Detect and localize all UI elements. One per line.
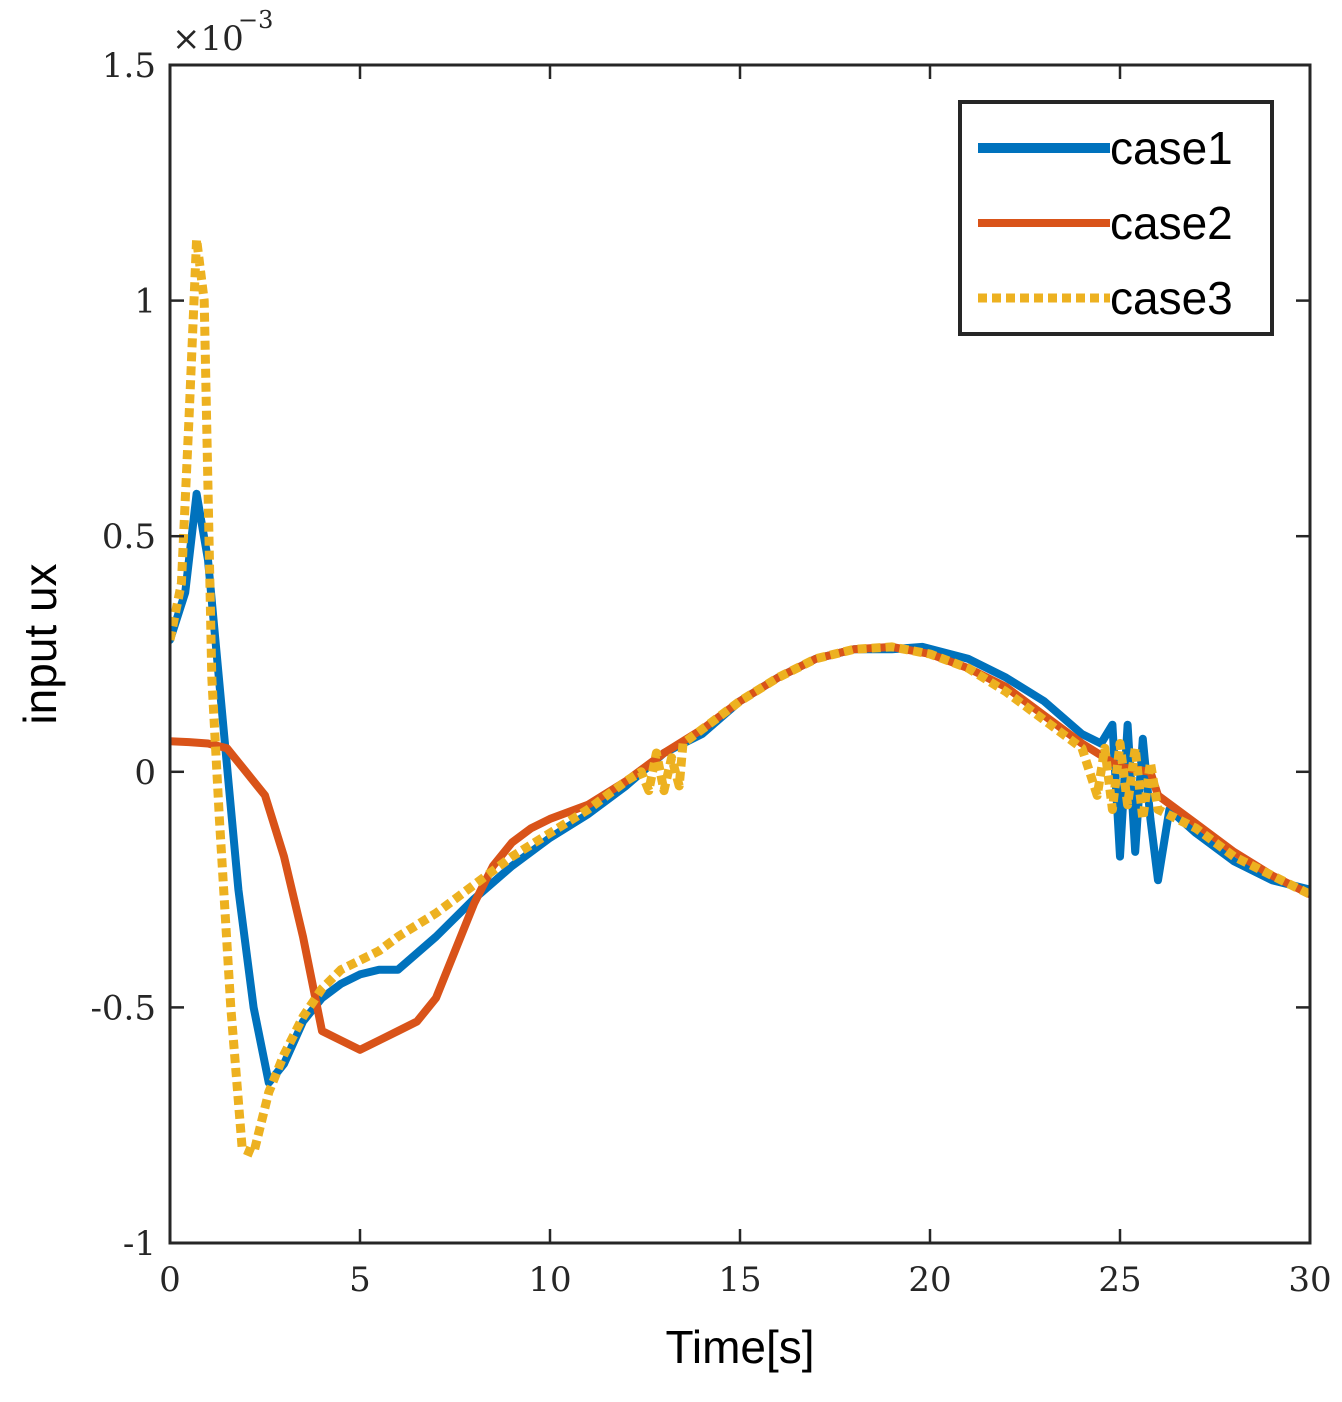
- x-tick-label: 20: [908, 1260, 951, 1300]
- x-tick-label: 5: [349, 1260, 371, 1300]
- series-line-case3: [170, 234, 1310, 1158]
- tick-layer: 0 5 10 15 20 25 30 -1 -0.5 0 0.5 1 1.5: [90, 46, 1331, 1300]
- x-tick-label: 25: [1098, 1260, 1141, 1300]
- x-tick-label: 15: [718, 1260, 761, 1300]
- y-axis-title: input ux: [14, 563, 66, 724]
- y-scale-multiplier: ×10: [172, 19, 244, 59]
- y-tick-label: -1: [123, 1224, 156, 1264]
- y-scale-exponent: −3: [238, 6, 273, 34]
- y-tick-label: -0.5: [90, 988, 156, 1028]
- series-layer: [170, 234, 1310, 1158]
- y-tick-label: 1: [134, 282, 156, 322]
- y-tick-label: 0.5: [102, 517, 156, 557]
- legend-label-case3: case3: [1110, 272, 1233, 324]
- legend-label-case1: case1: [1110, 122, 1233, 174]
- y-tick-label: 1.5: [102, 46, 156, 86]
- legend: case1 case2 case3: [958, 100, 1274, 336]
- x-tick-label: 0: [159, 1260, 181, 1300]
- series-line-case2: [170, 642, 1310, 1054]
- legend-label-case2: case2: [1110, 197, 1233, 249]
- x-tick-label: 10: [528, 1260, 571, 1300]
- x-axis-title: Time[s]: [665, 1321, 814, 1373]
- x-tick-label: 30: [1288, 1260, 1331, 1300]
- y-tick-label: 0: [134, 753, 156, 793]
